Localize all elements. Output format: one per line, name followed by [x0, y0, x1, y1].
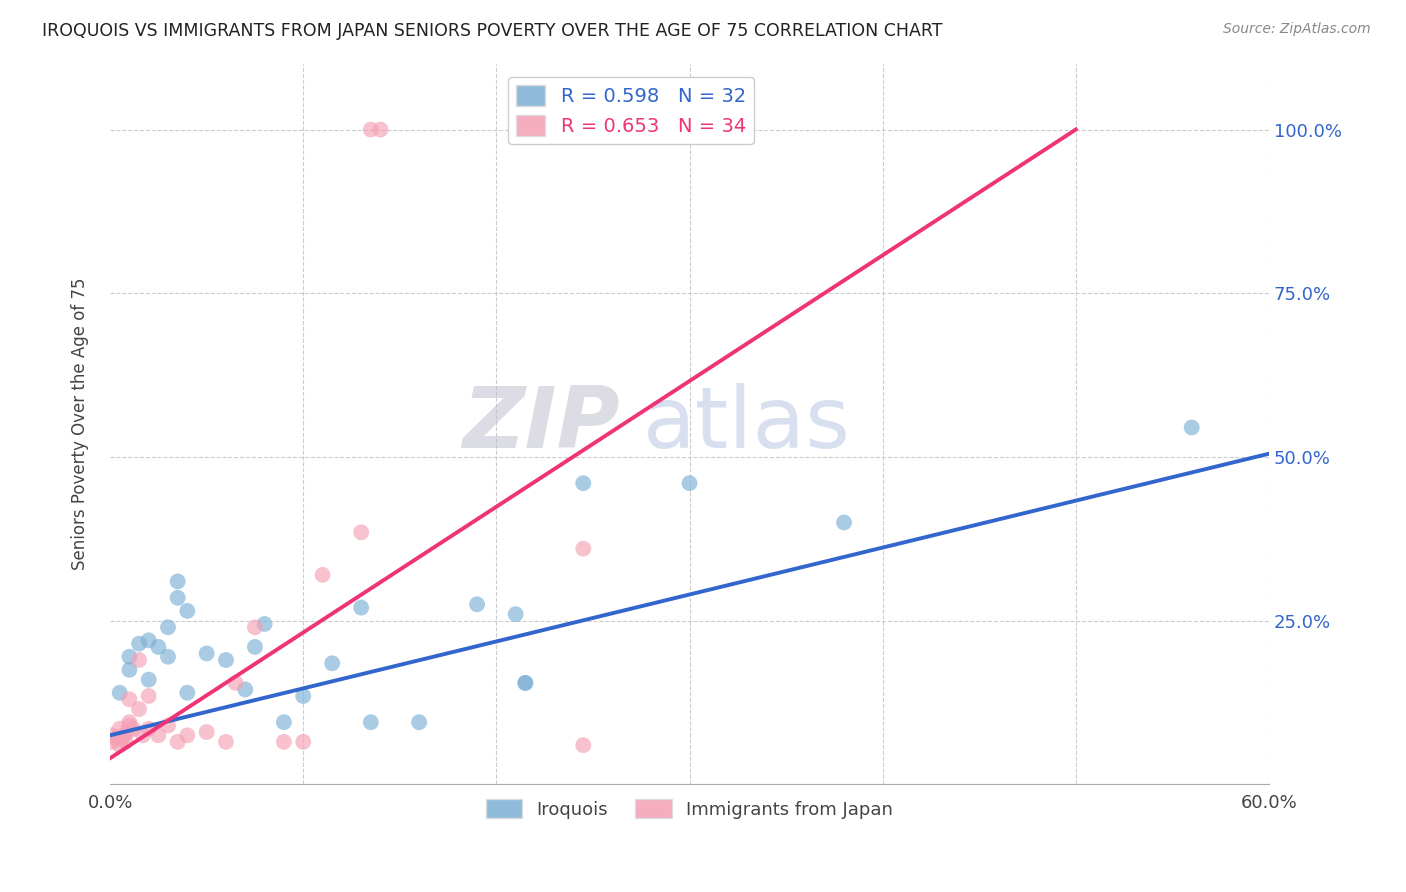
Point	[465, 598, 488, 612]
Point	[572, 541, 595, 556]
Point	[273, 715, 295, 730]
Point	[101, 735, 124, 749]
Point	[505, 607, 527, 622]
Point	[118, 663, 141, 677]
Point	[118, 715, 141, 730]
Point	[572, 476, 595, 491]
Point	[1181, 420, 1204, 434]
Point	[114, 735, 136, 749]
Point	[176, 728, 198, 742]
Point	[195, 647, 218, 661]
Point	[176, 686, 198, 700]
Point	[243, 620, 266, 634]
Text: Source: ZipAtlas.com: Source: ZipAtlas.com	[1223, 22, 1371, 37]
Point	[176, 604, 198, 618]
Point	[215, 735, 238, 749]
Point	[360, 715, 382, 730]
Point	[132, 728, 155, 742]
Point	[360, 122, 382, 136]
Point	[148, 640, 170, 654]
Point	[156, 649, 179, 664]
Point	[195, 725, 218, 739]
Point	[118, 649, 141, 664]
Legend: Iroquois, Immigrants from Japan: Iroquois, Immigrants from Japan	[479, 791, 900, 826]
Text: atlas: atlas	[643, 383, 851, 466]
Y-axis label: Seniors Poverty Over the Age of 75: Seniors Poverty Over the Age of 75	[72, 278, 89, 571]
Point	[832, 516, 855, 530]
Point	[273, 735, 295, 749]
Point	[128, 653, 150, 667]
Point	[108, 686, 131, 700]
Point	[111, 731, 134, 746]
Point	[215, 653, 238, 667]
Point	[253, 617, 276, 632]
Point	[112, 728, 135, 742]
Point	[156, 718, 179, 732]
Point	[233, 682, 256, 697]
Point	[225, 676, 247, 690]
Point	[128, 702, 150, 716]
Point	[311, 567, 333, 582]
Point	[166, 574, 188, 589]
Point	[572, 738, 595, 752]
Point	[104, 731, 127, 746]
Point	[128, 637, 150, 651]
Point	[370, 122, 392, 136]
Point	[108, 738, 131, 752]
Point	[321, 657, 343, 671]
Text: ZIP: ZIP	[463, 383, 620, 466]
Point	[148, 728, 170, 742]
Point	[292, 735, 315, 749]
Point	[408, 715, 430, 730]
Point	[292, 689, 315, 703]
Point	[122, 722, 145, 736]
Point	[101, 728, 124, 742]
Point	[118, 718, 141, 732]
Point	[108, 722, 131, 736]
Point	[350, 600, 373, 615]
Text: IROQUOIS VS IMMIGRANTS FROM JAPAN SENIORS POVERTY OVER THE AGE OF 75 CORRELATION: IROQUOIS VS IMMIGRANTS FROM JAPAN SENIOR…	[42, 22, 942, 40]
Point	[117, 725, 139, 739]
Point	[138, 673, 160, 687]
Point	[678, 476, 700, 491]
Point	[156, 620, 179, 634]
Point	[515, 676, 537, 690]
Point	[138, 722, 160, 736]
Point	[243, 640, 266, 654]
Point	[138, 633, 160, 648]
Point	[350, 525, 373, 540]
Point	[166, 591, 188, 605]
Point	[166, 735, 188, 749]
Point	[138, 689, 160, 703]
Point	[118, 692, 141, 706]
Point	[515, 676, 537, 690]
